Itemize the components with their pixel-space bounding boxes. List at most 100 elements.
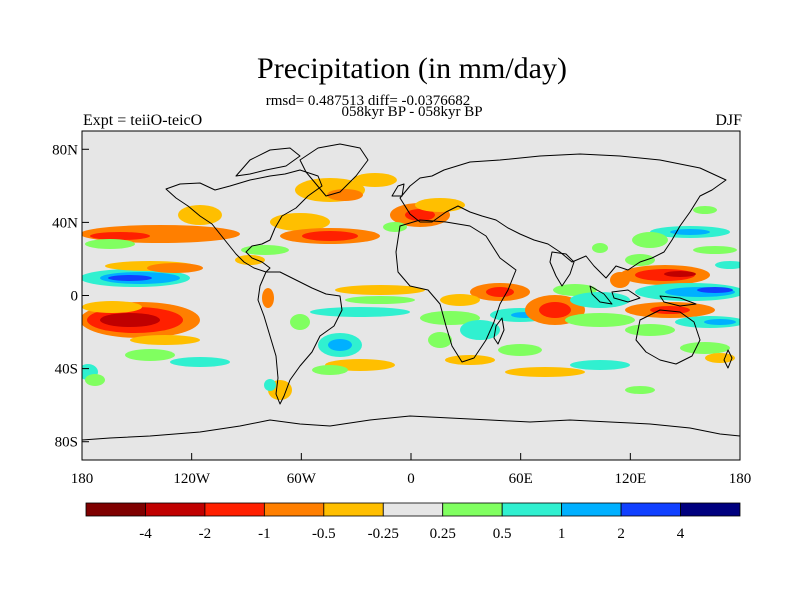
anomaly-patch bbox=[270, 213, 330, 231]
lat-tick-label: 80S bbox=[55, 435, 78, 451]
anomaly-patch bbox=[383, 222, 407, 232]
stats-line: rmsd= 0.487513 diff= -0.0376682 bbox=[265, 93, 471, 109]
anomaly-patch bbox=[460, 320, 500, 340]
anomaly-patch bbox=[108, 275, 152, 281]
lat-tick-label: 0 bbox=[71, 289, 79, 305]
anomaly-patch bbox=[650, 306, 690, 314]
anomaly-patch bbox=[610, 272, 630, 288]
greenland-coastline bbox=[299, 143, 369, 197]
colorbar-label: 0.5 bbox=[493, 526, 512, 542]
anomaly-patch bbox=[705, 353, 735, 363]
anomaly-patch bbox=[85, 239, 135, 249]
anomaly-patch bbox=[264, 379, 276, 391]
lon-tick-label: 180 bbox=[71, 471, 94, 487]
anomaly-patch bbox=[345, 296, 415, 304]
colorbar-label: 4 bbox=[677, 526, 685, 542]
lon-tick-label: 60E bbox=[509, 471, 533, 487]
lon-tick-label: 120E bbox=[614, 471, 646, 487]
anomaly-patch bbox=[704, 319, 736, 325]
map-subtitle: 058kyr BP - 058kyr BP bbox=[341, 104, 483, 120]
anomaly-patch bbox=[235, 255, 265, 265]
anomaly-patch bbox=[125, 349, 175, 361]
anomaly-patch bbox=[241, 245, 289, 255]
coastlines bbox=[82, 143, 740, 441]
colorbar-label: 0.25 bbox=[430, 526, 456, 542]
anomaly-patch bbox=[420, 311, 480, 325]
anomaly-patch bbox=[592, 243, 608, 253]
south-america-coastline bbox=[257, 271, 343, 405]
anomaly-patch bbox=[570, 292, 630, 308]
anomaly-patch bbox=[428, 332, 452, 348]
colorbar-label: -2 bbox=[199, 526, 212, 542]
anomaly-patch bbox=[498, 344, 542, 356]
borneo-coastline bbox=[611, 289, 641, 303]
sumatra-coastline bbox=[589, 285, 613, 305]
anomaly-patch bbox=[335, 285, 425, 295]
experiment-label: Expt = teiiO-teicO bbox=[83, 112, 203, 129]
colorbar-label: -4 bbox=[139, 526, 152, 542]
anomaly-field bbox=[82, 173, 740, 400]
colorbar-label: -0.25 bbox=[368, 526, 399, 542]
anomaly-patch bbox=[327, 189, 363, 201]
season-label: DJF bbox=[715, 112, 742, 129]
map-field bbox=[82, 131, 740, 460]
colorbar-label: 1 bbox=[558, 526, 566, 542]
colorbar-swatch bbox=[204, 502, 265, 517]
anomaly-patch bbox=[693, 246, 737, 254]
anomaly-patch bbox=[539, 302, 571, 318]
colorbar-swatch bbox=[561, 502, 622, 517]
lon-tick-label: 120W bbox=[173, 471, 211, 487]
australia-coastline bbox=[635, 309, 701, 365]
anomaly-patch bbox=[697, 287, 733, 293]
anomaly-patch bbox=[505, 367, 585, 377]
colorbar-swatch bbox=[382, 502, 444, 517]
arctic-islands-coastline bbox=[235, 147, 301, 177]
north-america-coastline bbox=[165, 169, 323, 273]
lat-tick-label: 40S bbox=[55, 362, 78, 378]
eurasia-coastline bbox=[399, 153, 727, 279]
colorbar-swatch bbox=[263, 502, 325, 517]
anomaly-patch bbox=[415, 198, 465, 212]
longitude-axis: 180 120W 60W 0 60E 120E 180 bbox=[71, 453, 752, 487]
anomaly-patch bbox=[290, 314, 310, 330]
anomaly-patch bbox=[486, 287, 514, 297]
anomaly-patch bbox=[693, 206, 717, 214]
anomaly-patch bbox=[312, 365, 348, 375]
colorbar-label: -1 bbox=[258, 526, 271, 542]
colorbar-swatch bbox=[501, 502, 563, 517]
colorbar-swatch bbox=[323, 502, 384, 517]
colorbar-swatch bbox=[145, 502, 206, 517]
anomaly-patch bbox=[625, 254, 655, 266]
anomaly-patch bbox=[328, 339, 352, 351]
anomaly-patch bbox=[625, 324, 675, 336]
anomaly-patch bbox=[405, 209, 435, 221]
anomaly-patch bbox=[85, 374, 105, 386]
anomaly-patch bbox=[130, 335, 200, 345]
anomaly-patch bbox=[178, 205, 222, 225]
anomaly-patch bbox=[100, 313, 160, 327]
anomaly-patch bbox=[445, 355, 495, 365]
lon-tick-label: 60W bbox=[287, 471, 317, 487]
madagascar-coastline bbox=[493, 317, 505, 345]
lat-tick-label: 40N bbox=[52, 215, 78, 231]
colorbar-label: -0.5 bbox=[312, 526, 336, 542]
colorbar-swatch bbox=[442, 502, 503, 517]
anomaly-patch bbox=[353, 173, 397, 187]
anomaly-patch bbox=[147, 263, 203, 273]
latitude-axis: 80N 40N 0 40S 80S bbox=[52, 142, 89, 451]
lon-tick-label: 180 bbox=[729, 471, 752, 487]
india-coastline bbox=[549, 251, 575, 287]
anomaly-patch bbox=[664, 271, 696, 277]
lon-tick-label: 0 bbox=[407, 471, 415, 487]
british-isles-coastline bbox=[391, 183, 405, 197]
anomaly-patch bbox=[680, 342, 730, 354]
anomaly-patch bbox=[565, 313, 635, 327]
africa-coastline bbox=[395, 219, 517, 363]
colorbar-swatch bbox=[85, 502, 146, 517]
anomaly-patch bbox=[570, 360, 630, 370]
colorbar-swatch bbox=[620, 502, 681, 517]
colorbar-swatch bbox=[680, 502, 741, 517]
map-title: Precipitation (in mm/day) bbox=[257, 52, 567, 85]
anomaly-patch bbox=[302, 231, 358, 241]
